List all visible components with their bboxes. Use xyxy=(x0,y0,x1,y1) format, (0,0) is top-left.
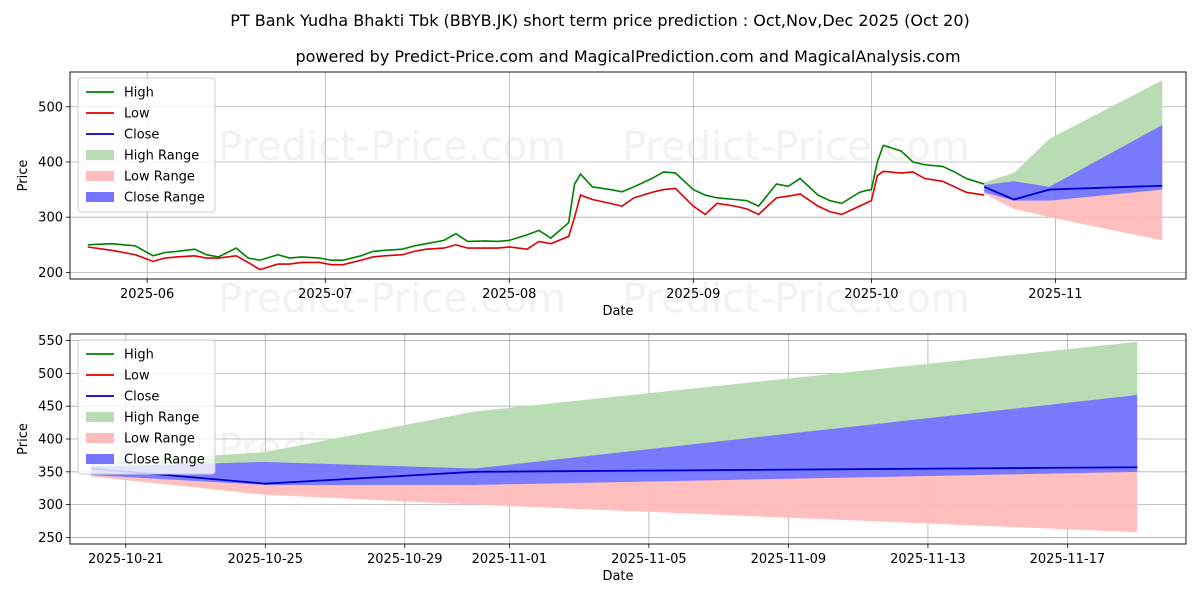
chart-title: PT Bank Yudha Bhakti Tbk (BBYB.JK) short… xyxy=(230,11,970,30)
y-tick-label: 200 xyxy=(38,266,63,281)
y-tick-label: 500 xyxy=(38,367,63,382)
y-tick-label: 450 xyxy=(38,400,63,415)
legend-high-label: High xyxy=(124,348,154,363)
x-axis-label: Date xyxy=(602,304,633,319)
x-axis-label: Date xyxy=(602,569,633,584)
x-tick-label: 2025-06 xyxy=(120,287,174,302)
x-tick-label: 2025-11-01 xyxy=(472,552,548,567)
low-range-band xyxy=(984,186,1163,241)
legend-high-range-label: High Range xyxy=(124,149,199,164)
x-tick-label: 2025-10-25 xyxy=(228,552,304,567)
axes-frame xyxy=(69,71,1187,280)
x-tick-label: 2025-11-05 xyxy=(611,552,687,567)
legend-low-range-swatch xyxy=(86,433,114,443)
close-range-band xyxy=(984,124,1163,201)
legend: High Low Close High Range Low Range Close Ran… xyxy=(77,339,216,475)
x-tick-label: 2025-11 xyxy=(1028,287,1082,302)
watermark-text: Predict-Price.com xyxy=(218,124,566,170)
x-tick-label: 2025-07 xyxy=(298,287,352,302)
legend-high-range-swatch xyxy=(86,412,114,422)
y-axis-label: Price xyxy=(16,423,31,455)
y-tick-label: 350 xyxy=(38,465,63,480)
high-series-line xyxy=(87,144,985,262)
x-tick-label: 2025-11-13 xyxy=(890,552,966,567)
plot-area xyxy=(87,80,1163,271)
low-range-band xyxy=(90,468,1138,533)
legend-low-range-label: Low Range xyxy=(124,170,195,185)
top-axes: Predict-Price.com Predict-Price.com Predic… xyxy=(16,71,1187,322)
x-tick-label: 2025-11-17 xyxy=(1030,552,1106,567)
x-tick-label: 2025-10-29 xyxy=(367,552,443,567)
legend-close-range-label: Close Range xyxy=(124,191,205,206)
legend-close-label: Close xyxy=(124,128,159,143)
watermark-text: Predict-Price.com xyxy=(622,276,970,322)
y-tick-label: 400 xyxy=(38,155,63,170)
y-tick-label: 400 xyxy=(38,433,63,448)
y-tick-label: 300 xyxy=(38,211,63,226)
legend-high-range-swatch xyxy=(86,150,114,160)
x-tick-label: 2025-08 xyxy=(482,287,536,302)
x-tick-label: 2025-11-09 xyxy=(751,552,827,567)
y-tick-label: 300 xyxy=(38,498,63,513)
legend-close-range-swatch xyxy=(86,454,114,464)
close-series-line xyxy=(90,466,1138,485)
legend-close-range-swatch xyxy=(86,192,114,202)
legend-low-label: Low xyxy=(124,107,150,122)
y-tick-label: 500 xyxy=(38,100,63,115)
x-tick-label: 2025-09 xyxy=(666,287,720,302)
legend-low-range-swatch xyxy=(86,171,114,181)
legend-low-range-label: Low Range xyxy=(124,432,195,447)
legend-high-label: High xyxy=(124,86,154,101)
low-series-line xyxy=(87,170,985,271)
chart-subtitle: powered by Predict-Price.com and Magical… xyxy=(295,47,960,66)
close-range-band xyxy=(90,395,1138,485)
close-series-line xyxy=(983,184,1163,201)
legend: High Low Close High Range Low Range Close Ran… xyxy=(77,77,216,213)
legend-close-label: Close xyxy=(124,390,159,405)
y-tick-label: 550 xyxy=(38,334,63,349)
x-tick-label: 2025-10 xyxy=(844,287,898,302)
bottom-axes: Predict-Price.comPredict-Price.com2025-1… xyxy=(16,333,1187,584)
legend-low-label: Low xyxy=(124,369,150,384)
watermark-text: Predict-Price.com xyxy=(218,276,566,322)
y-tick-label: 250 xyxy=(38,531,63,546)
y-axis-label: Price xyxy=(16,160,31,192)
legend-high-range-label: High Range xyxy=(124,411,199,426)
plot-area xyxy=(90,341,1138,533)
legend-close-range-label: Close Range xyxy=(124,453,205,468)
x-tick-label: 2025-10-21 xyxy=(88,552,164,567)
